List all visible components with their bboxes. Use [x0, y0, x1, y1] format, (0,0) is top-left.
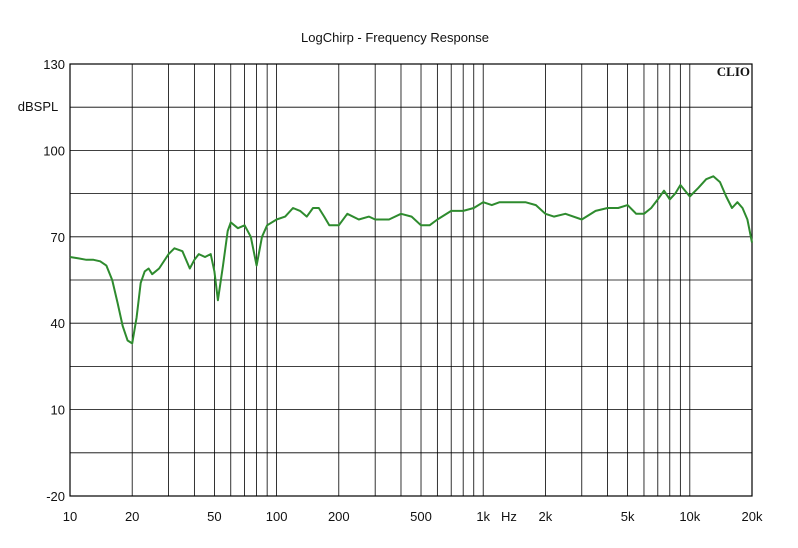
- x-tick-label: 2k: [539, 509, 553, 524]
- x-tick-label: 100: [266, 509, 288, 524]
- frequency-response-line: [69, 175, 753, 345]
- x-tick-label: 20: [125, 509, 139, 524]
- y-tick-label: 100: [43, 143, 65, 158]
- x-axis-unit: Hz: [501, 509, 517, 524]
- chart-title: LogChirp - Frequency Response: [301, 30, 489, 45]
- y-tick-label: 10: [51, 403, 65, 418]
- y-tick-label: -20: [46, 489, 65, 504]
- y-tick-labels: 130 100 70 40 10 -20: [43, 57, 65, 504]
- y-tick-label: 70: [51, 230, 65, 245]
- x-tick-label: 200: [328, 509, 350, 524]
- brand-label: CLIO: [717, 64, 750, 79]
- series-group: [69, 175, 753, 345]
- y-tick-label: 130: [43, 57, 65, 72]
- x-tick-label: 5k: [621, 509, 635, 524]
- y-axis-label: dBSPL: [18, 99, 58, 114]
- x-tick-label: 10: [63, 509, 77, 524]
- x-tick-label: 50: [207, 509, 221, 524]
- x-tick-label: 10k: [679, 509, 700, 524]
- plot-area-border: [69, 63, 753, 497]
- x-tick-label: 20k: [742, 509, 763, 524]
- x-tick-label: 500: [410, 509, 432, 524]
- x-tick-label: 1k: [476, 509, 490, 524]
- grid: [70, 64, 752, 496]
- y-tick-label: 40: [51, 316, 65, 331]
- x-tick-labels: 10 20 50 100 200 500 1k 2k 5k 10k 20k: [63, 509, 763, 524]
